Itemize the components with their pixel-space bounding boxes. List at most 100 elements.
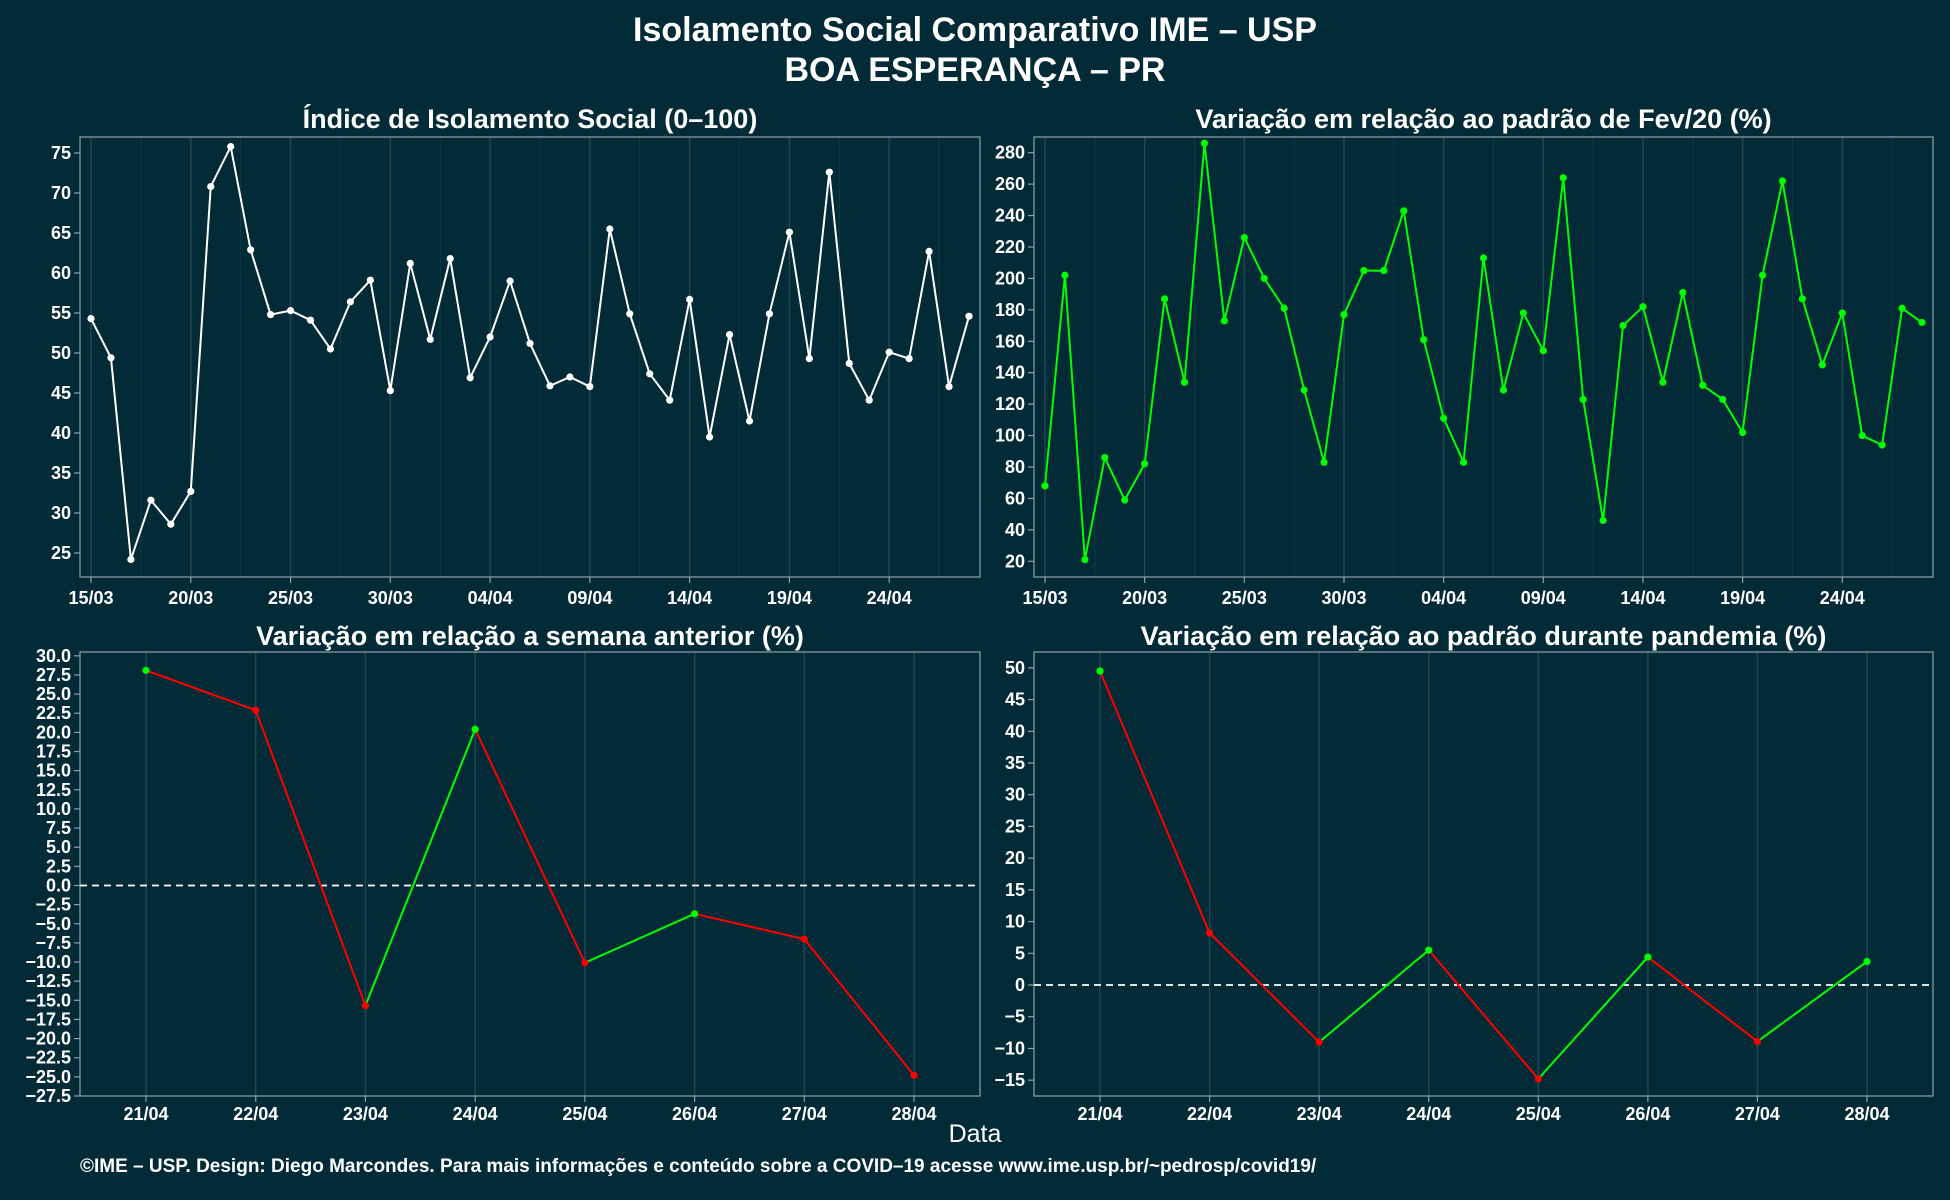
data-point — [426, 335, 434, 343]
y-tick-label: 30 — [1005, 785, 1025, 805]
data-point — [1101, 453, 1109, 462]
y-tick-label: 100 — [995, 426, 1025, 446]
data-point — [1220, 317, 1228, 325]
x-tick-label: 04/04 — [468, 588, 513, 608]
data-point — [1539, 347, 1547, 355]
y-tick-label: 20 — [1005, 551, 1025, 571]
x-tick-label: 30/03 — [368, 588, 413, 608]
data-point — [1534, 1075, 1542, 1083]
series-segment — [1647, 956, 1759, 1043]
data-point — [227, 143, 235, 151]
x-tick-label: 25/04 — [562, 1104, 607, 1124]
data-point — [1863, 957, 1871, 966]
y-tick-label: 55 — [51, 303, 71, 323]
x-tick-label: 20/03 — [168, 588, 213, 608]
y-tick-label: 40 — [1005, 520, 1025, 540]
data-point — [1679, 288, 1687, 297]
y-tick-label: 40 — [51, 423, 71, 443]
data-point — [286, 307, 295, 315]
x-tick-label: 25/03 — [1222, 588, 1267, 608]
y-tick-label: 60 — [1005, 488, 1025, 508]
data-point — [1644, 953, 1652, 961]
data-point — [725, 331, 734, 339]
y-tick-label: 50 — [1005, 658, 1025, 678]
data-point — [1400, 207, 1408, 215]
data-point — [506, 277, 514, 285]
y-tick-label: 2.5 — [46, 856, 71, 876]
data-point — [1096, 667, 1104, 675]
series-segment — [1537, 956, 1649, 1080]
data-point — [147, 496, 155, 504]
data-point — [1180, 378, 1189, 386]
x-tick-label: 30/03 — [1321, 588, 1366, 608]
data-point — [765, 310, 774, 318]
x-tick-label: 22/04 — [233, 1104, 278, 1124]
y-tick-label: −25.0 — [25, 1067, 71, 1087]
data-point — [745, 417, 754, 425]
series-line — [1044, 143, 1923, 560]
y-tick-label: 15 — [1005, 880, 1025, 900]
y-tick-label: −17.5 — [25, 1009, 71, 1029]
y-tick-label: −12.5 — [25, 971, 71, 991]
data-point — [386, 387, 394, 395]
data-point — [526, 339, 534, 347]
data-point — [1619, 321, 1627, 330]
data-point — [167, 520, 175, 528]
x-tick-label: 21/04 — [123, 1104, 168, 1124]
series-segment — [474, 728, 586, 964]
data-point — [207, 183, 215, 191]
data-point — [1499, 386, 1508, 394]
y-tick-label: −22.5 — [25, 1048, 71, 1068]
data-point — [581, 959, 589, 967]
data-point — [1838, 309, 1846, 317]
data-point — [252, 706, 260, 714]
series-segment — [254, 709, 367, 1007]
data-point — [107, 354, 115, 362]
data-point — [247, 246, 255, 254]
x-tick-label: 27/04 — [782, 1104, 827, 1124]
y-tick-label: 10 — [1005, 912, 1025, 932]
y-tick-label: 220 — [995, 237, 1025, 257]
data-point — [1758, 271, 1767, 279]
plot-frame — [1033, 651, 1934, 1097]
data-point — [187, 487, 195, 495]
data-point — [626, 310, 634, 318]
y-tick-label: 22.5 — [36, 703, 71, 723]
data-point — [1315, 1038, 1323, 1046]
x-tick-label: 28/04 — [1844, 1104, 1889, 1124]
y-tick-label: 180 — [995, 300, 1025, 320]
data-point — [446, 255, 454, 263]
y-tick-label: −15.0 — [25, 990, 71, 1010]
y-tick-label: −5.0 — [35, 914, 71, 934]
data-point — [326, 345, 335, 353]
data-point — [1579, 395, 1587, 404]
data-point — [1121, 496, 1129, 504]
y-tick-label: 20 — [1005, 848, 1025, 868]
y-tick-label: 5 — [1015, 943, 1025, 963]
data-point — [366, 276, 374, 284]
x-tick-label: 23/04 — [1297, 1104, 1342, 1124]
data-point — [466, 374, 474, 382]
x-tick-label: 15/03 — [1022, 588, 1067, 608]
y-tick-label: −20.0 — [25, 1029, 71, 1049]
data-point — [346, 298, 355, 306]
y-tick-label: 200 — [995, 268, 1025, 288]
y-tick-label: 10.0 — [36, 799, 71, 819]
data-point — [606, 225, 614, 233]
chart-panel-4: Variação em relação ao padrão durante pa… — [994, 621, 1934, 1124]
y-tick-label: 5.0 — [46, 837, 71, 857]
data-point — [1918, 318, 1926, 327]
y-tick-label: −10 — [994, 1038, 1025, 1058]
panel-title: Índice de Isolamento Social (0–100) — [303, 103, 758, 134]
data-point — [825, 168, 833, 176]
series-segment — [1318, 949, 1430, 1043]
y-tick-label: 160 — [995, 331, 1025, 351]
data-point — [546, 382, 554, 390]
panel-title: Variação em relação ao padrão de Fev/20 … — [1195, 104, 1771, 134]
data-point — [1898, 304, 1906, 312]
data-point — [471, 725, 479, 733]
data-point — [1141, 460, 1149, 468]
x-tick-label: 19/04 — [1720, 588, 1765, 608]
data-point — [1479, 254, 1488, 262]
